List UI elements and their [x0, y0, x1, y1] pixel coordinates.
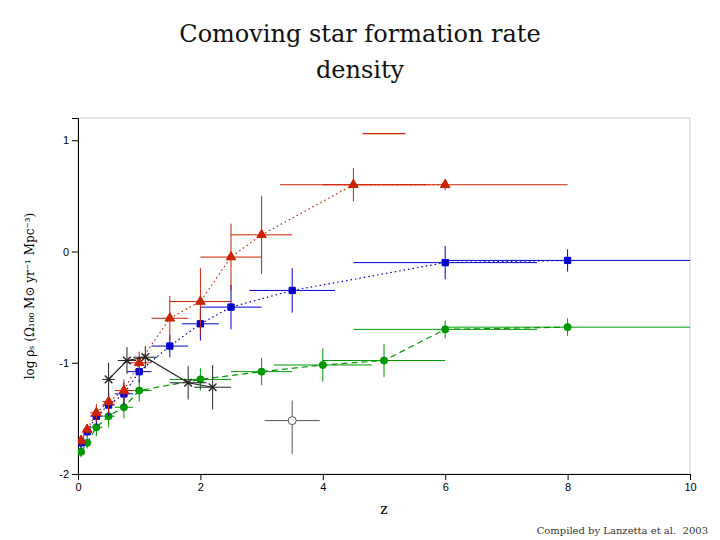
series: [363, 133, 406, 134]
tick-label: 1: [63, 134, 69, 146]
point: [319, 361, 326, 368]
point: [105, 376, 113, 384]
tick-label: -1: [59, 357, 69, 369]
tick-label: -2: [59, 468, 69, 480]
point: [119, 385, 129, 393]
y-axis-label: log ρₛ (Ω₁₀₀ M⊙ yr⁻¹ Mpc⁻³): [23, 213, 37, 380]
axis-line: [72, 119, 79, 475]
point: [78, 448, 85, 455]
series: [265, 401, 320, 454]
point: [228, 304, 234, 310]
tick: 8: [565, 474, 571, 493]
point: [442, 326, 449, 333]
tick-mark: [323, 474, 324, 480]
title: density: [316, 56, 405, 84]
point: [167, 343, 173, 349]
tick-label: 6: [443, 481, 449, 493]
tick-mark: [72, 140, 78, 141]
y-error-bar: [292, 401, 293, 454]
tick-label: 0: [63, 246, 69, 258]
tick-mark: [72, 252, 78, 253]
point: [82, 424, 92, 432]
x-axis: 0 2 4 6 8 10: [75, 474, 696, 493]
point: [257, 229, 267, 237]
tick-mark: [445, 474, 446, 480]
point: [349, 179, 359, 187]
tick-label: 8: [565, 481, 571, 493]
tick-label: 2: [198, 481, 204, 493]
point: [184, 379, 192, 387]
series: [102, 346, 231, 409]
point: [92, 407, 102, 415]
series: [78, 246, 690, 448]
plot-area: [78, 134, 690, 458]
axis-line: [79, 475, 691, 481]
point: [564, 257, 570, 263]
point: [440, 179, 450, 187]
series-line: [81, 327, 568, 452]
tick: 1: [63, 134, 78, 146]
series: [78, 168, 568, 446]
tick-mark: [568, 474, 569, 480]
plot-frame: [78, 118, 690, 474]
point: [258, 368, 265, 375]
tick-label: 10: [684, 481, 696, 493]
point: [123, 357, 131, 365]
point: [141, 353, 149, 361]
tick-label: 4: [320, 481, 326, 493]
point: [380, 357, 387, 364]
point: [197, 376, 204, 383]
point: [564, 324, 571, 331]
x-axis-label: z: [380, 501, 387, 517]
tick-mark: [72, 363, 78, 364]
tick: -2: [59, 468, 78, 480]
annotation: Compiled by Lanzetta et al. 2003: [537, 525, 708, 536]
series-line: [81, 185, 445, 441]
point: [289, 287, 295, 293]
point: [136, 387, 143, 394]
tick-mark: [690, 474, 691, 480]
point: [226, 252, 236, 260]
tick: 0: [63, 246, 78, 258]
tick: 10: [684, 474, 696, 493]
tick: -1: [59, 357, 78, 369]
y-axis: -2 -1 0 1: [59, 119, 78, 481]
chart: Comoving star formation rate density 0 2 4 6 8…: [0, 0, 720, 540]
tick: 2: [198, 474, 204, 493]
series-line: [109, 357, 213, 387]
tick-label: 0: [75, 481, 81, 493]
series-line: [81, 260, 568, 442]
point: [209, 383, 217, 391]
tick: 4: [320, 474, 326, 493]
point: [288, 417, 296, 425]
point: [104, 396, 114, 404]
tick: 0: [75, 474, 81, 493]
point: [196, 296, 206, 304]
point: [78, 435, 86, 443]
tick-mark: [72, 474, 78, 475]
tick-mark: [200, 474, 201, 480]
point: [442, 259, 448, 265]
point: [165, 313, 175, 321]
series-line: [363, 133, 406, 134]
title: Comoving star formation rate: [179, 20, 540, 48]
tick: 6: [443, 474, 449, 493]
